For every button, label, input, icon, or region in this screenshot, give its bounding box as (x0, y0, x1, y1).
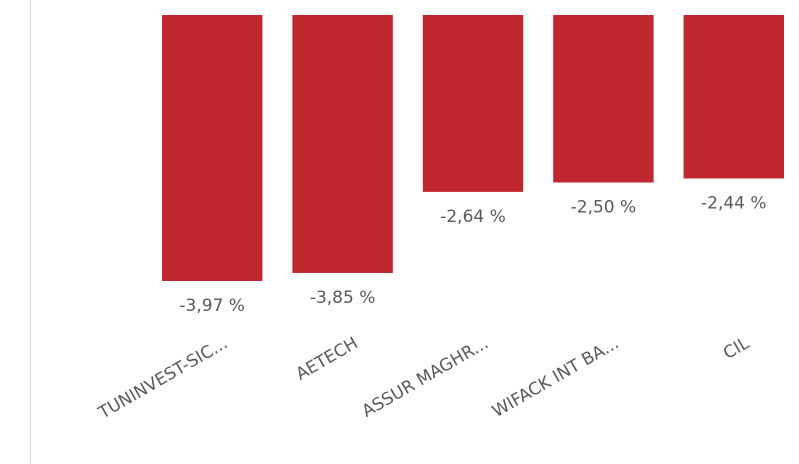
data-label: -2,64 % (440, 207, 506, 227)
bar (161, 15, 263, 281)
bar (553, 15, 654, 183)
x-tick-label: AETECH (293, 333, 362, 384)
x-tick-label: CIL (720, 333, 753, 364)
bar (422, 15, 524, 192)
data-label: -2,50 % (571, 198, 637, 218)
data-label: -3,85 % (310, 288, 376, 308)
bar (683, 15, 785, 179)
x-tick-label: WIFACK INT BA... (489, 333, 622, 422)
x-tick-label: ASSUR MAGHR... (359, 333, 492, 421)
x-tick-label: TUNINVEST-SIC... (95, 333, 232, 423)
data-label: -2,44 % (701, 193, 767, 213)
bar (292, 15, 393, 273)
data-label: -3,97 % (179, 296, 245, 316)
